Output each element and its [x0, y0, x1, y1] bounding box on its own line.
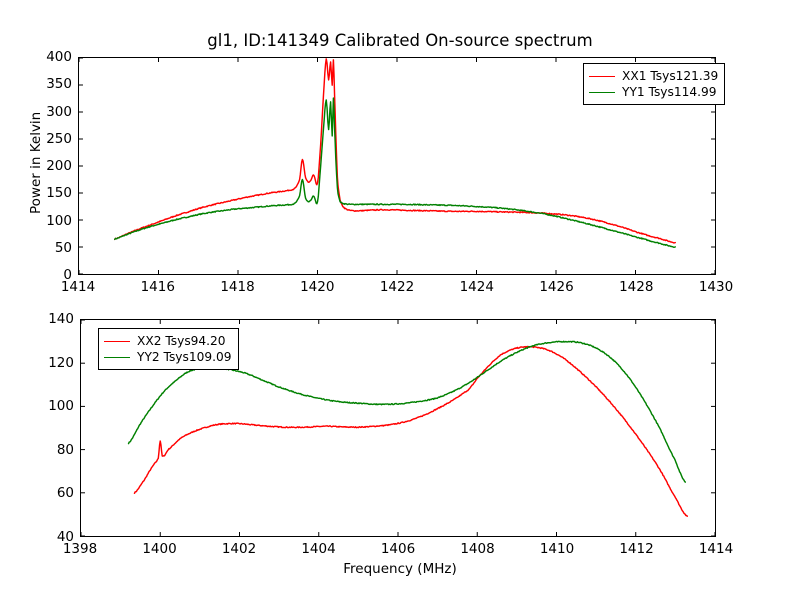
- legend-item: XX1 Tsys121.39: [589, 68, 718, 84]
- y-tick-label: 100: [48, 398, 74, 415]
- spectrum-trace: [114, 58, 676, 244]
- x-tick-label: 1398: [62, 541, 98, 557]
- x-axis-label: Frequency (MHz): [343, 561, 457, 577]
- legend-top: XX1 Tsys121.39 YY1 Tsys114.99: [583, 63, 726, 105]
- legend-label: XX1 Tsys121.39: [622, 69, 719, 83]
- x-tick-label: 1424: [459, 279, 494, 295]
- y-tick-label: 80: [56, 441, 74, 458]
- legend-color-swatch: [589, 75, 615, 77]
- y-tick-label: 50: [54, 239, 72, 256]
- y-tick-label: 150: [46, 185, 72, 202]
- y-tick-label: 300: [46, 103, 72, 120]
- x-tick-label: 1422: [379, 279, 415, 295]
- y-tick-label: 100: [46, 212, 72, 229]
- y-tick-label: 60: [56, 485, 74, 502]
- spectrum-trace: [114, 97, 676, 249]
- legend-color-swatch: [104, 340, 130, 342]
- spectrum-trace: [133, 345, 688, 517]
- x-tick-label: 1414: [60, 279, 96, 295]
- x-tick-label: 1406: [380, 541, 416, 557]
- x-tick-label: 1404: [301, 541, 336, 557]
- legend-label: YY1 Tsys114.99: [622, 85, 717, 99]
- y-tick-label: 40: [56, 529, 74, 545]
- y-tick-label: 120: [48, 354, 74, 371]
- x-tick-label: 1426: [539, 279, 574, 295]
- y-tick-label: 400: [46, 49, 72, 65]
- x-tick-label: 1412: [619, 541, 654, 557]
- legend-label: XX2 Tsys94.20: [137, 334, 226, 348]
- legend-color-swatch: [104, 356, 130, 358]
- x-tick-label: 1430: [698, 279, 734, 295]
- x-tick-label: 1410: [539, 541, 575, 557]
- x-tick-label: 1414: [698, 541, 734, 557]
- x-tick-label: 1418: [220, 279, 255, 295]
- x-tick-label: 1402: [221, 541, 257, 557]
- x-tick-label: 1408: [460, 541, 495, 557]
- legend-label: YY2 Tsys109.09: [137, 350, 232, 364]
- y-tick-label: 350: [46, 76, 72, 93]
- legend-item: YY1 Tsys114.99: [589, 84, 718, 100]
- plot-area-top: [79, 58, 715, 274]
- y-tick-label: 200: [46, 158, 72, 174]
- legend-bottom: XX2 Tsys94.20 YY2 Tsys109.09: [98, 328, 239, 370]
- legend-item: XX2 Tsys94.20: [104, 333, 232, 349]
- page-title: gl1, ID:141349 Calibrated On-source spec…: [207, 31, 593, 50]
- legend-color-swatch: [589, 91, 615, 93]
- x-tick-label: 1416: [140, 279, 175, 295]
- y-tick-label: 140: [48, 311, 74, 327]
- x-tick-label: 1400: [142, 541, 177, 557]
- legend-item: YY2 Tsys109.09: [104, 349, 232, 365]
- x-tick-label: 1428: [619, 279, 654, 295]
- y-tick-label: 0: [63, 267, 72, 283]
- y-tick-label: 250: [46, 130, 72, 147]
- x-tick-label: 1420: [300, 279, 335, 295]
